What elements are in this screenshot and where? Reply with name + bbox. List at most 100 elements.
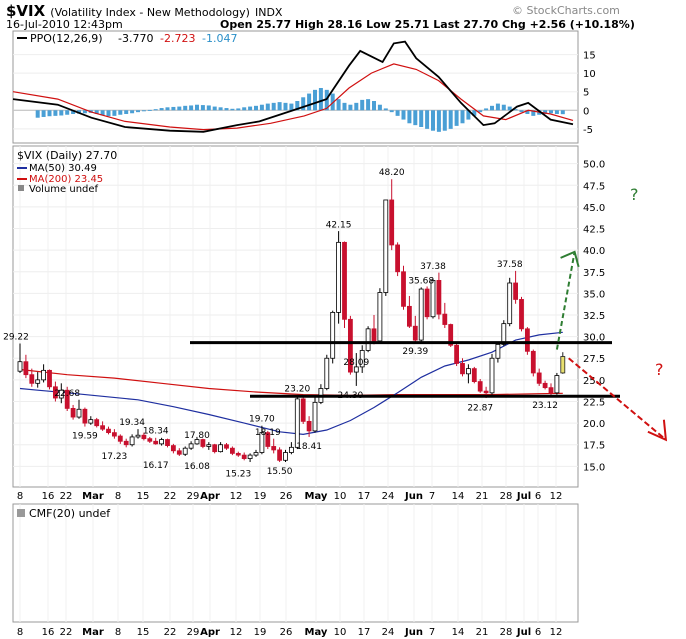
ppo-histogram-bar [153, 109, 158, 111]
candle-body [389, 199, 395, 246]
candle-body [312, 401, 318, 432]
ppo-histogram-bar [554, 110, 559, 114]
x-axis-label: 22 [164, 491, 177, 502]
candle-body [224, 444, 229, 449]
ppo-histogram-bar [159, 108, 164, 111]
candle-body [424, 288, 430, 318]
ppo-histogram-bar [265, 103, 270, 111]
price-tick-label: 27.5 [583, 354, 605, 365]
cmf-panel [12, 503, 579, 623]
candle-body [165, 439, 170, 446]
candle-body [342, 241, 347, 320]
ppo-histogram-bar [301, 97, 306, 111]
ppo-histogram-bar [236, 108, 241, 111]
price-label: 29.39 [402, 347, 428, 357]
candle-body [353, 366, 359, 373]
ppo-histogram-bar [259, 104, 264, 111]
x-axis-label: 17 [358, 627, 371, 638]
ppo-legend: PPO(12,26,9) -3.770 -2.723 -1.047 [17, 32, 237, 45]
legend-ma50: MA(50) 30.49 [29, 163, 97, 174]
ppo-histogram-bar [106, 110, 111, 117]
candle-body [70, 408, 76, 418]
ppo-histogram-bar [330, 93, 335, 111]
ppo-histogram-bar [313, 89, 317, 111]
ppo-histogram-bar [525, 110, 530, 114]
ppo-histogram-bar [401, 110, 406, 120]
ppo-histogram-bar [65, 110, 70, 115]
ppo-histogram-bar [490, 105, 494, 111]
candle-body [483, 390, 489, 394]
candle-body [306, 420, 312, 432]
candle-body [17, 361, 23, 372]
price-label: 17.23 [102, 452, 128, 462]
cmf-legend: CMF(20) undef [17, 507, 111, 520]
ppo-histogram-bar [200, 105, 205, 111]
candle-body [229, 447, 235, 454]
price-label: 35.68 [408, 276, 434, 286]
ppo-value-3: -1.047 [202, 32, 237, 45]
quote-line: Open 25.77 High 28.16 Low 25.71 Last 27.… [220, 18, 635, 31]
candle-body [336, 241, 342, 313]
price-label: 48.20 [379, 168, 405, 178]
ppo-histogram-bar [118, 110, 123, 115]
candle-body [235, 452, 241, 456]
x-axis-label: 28 [500, 491, 513, 502]
y-axis-ticks: 50.0 47.5 45.0 42.5 40.0 37.5 35.0 32.5 30.0 27.5… [583, 51, 605, 474]
ppo-histogram-bar [478, 110, 483, 113]
candle-body [218, 444, 224, 453]
ppo-histogram-bar [183, 105, 188, 111]
ppo-histogram-bar [307, 93, 312, 111]
candle-body [294, 398, 300, 448]
candle-body [448, 324, 454, 346]
candle-body [401, 271, 406, 307]
x-axis-label: 24 [382, 491, 395, 502]
x-axis-label: 17 [358, 491, 371, 502]
ppo-histogram-bar [41, 110, 46, 117]
price-tick-label: 42.5 [583, 225, 605, 236]
candle-body [129, 436, 135, 446]
candle-body [200, 439, 206, 447]
price-label: 23.20 [284, 384, 310, 394]
price-panel [12, 145, 579, 488]
candle-body [288, 446, 294, 453]
ppo-histogram-bar [277, 102, 282, 111]
ppo-histogram-bar [366, 99, 371, 111]
chart-header: $VIX (Volatility Index - New Methodology… [6, 1, 282, 20]
candle-body [383, 199, 389, 293]
candle-body [112, 432, 117, 437]
price-tick-label: 40.0 [583, 246, 605, 257]
candle-body [365, 328, 371, 351]
ppo-histogram-bar [501, 104, 506, 111]
candle-body [106, 428, 111, 434]
price-label: 16.08 [184, 462, 210, 472]
x-axis-label: May [305, 491, 328, 502]
up-arrowhead [560, 250, 580, 268]
ppo-histogram-bar [289, 103, 294, 111]
ppo-tick-label: 0 [583, 106, 589, 117]
ppo-histogram-bar [212, 106, 217, 111]
candle-body [330, 312, 336, 359]
candle-body [542, 382, 548, 389]
ppo-histogram-bar [360, 99, 365, 111]
ppo-histogram-bar [336, 99, 341, 111]
legend-volume: Volume undef [29, 184, 99, 195]
candle-body [212, 444, 218, 453]
candle-body [176, 450, 182, 455]
price-tick-label: 25.0 [583, 376, 605, 387]
ppo-histogram-bar [436, 110, 441, 132]
symbol-name: (Volatility Index - New Methodology) [50, 6, 250, 19]
x-axis-label: 7 [429, 491, 435, 502]
x-axis-label: 22 [60, 491, 73, 502]
x-axis-labels: 8816162222MarMar88151522222929AprApr1212… [17, 491, 563, 638]
candle-body [300, 398, 306, 422]
candle-body [430, 280, 436, 318]
price-label: 15.50 [267, 467, 293, 477]
candle-body [88, 419, 94, 424]
candle-body [371, 328, 377, 342]
ppo-histogram-bar [543, 110, 548, 114]
candle-body [41, 369, 46, 381]
x-axis-label: 10 [334, 491, 347, 502]
x-axis-label: 8 [115, 491, 121, 502]
quote: Open 25.77 High 28.16 Low 25.71 Last 27.… [220, 18, 635, 31]
candle-body [247, 454, 253, 459]
